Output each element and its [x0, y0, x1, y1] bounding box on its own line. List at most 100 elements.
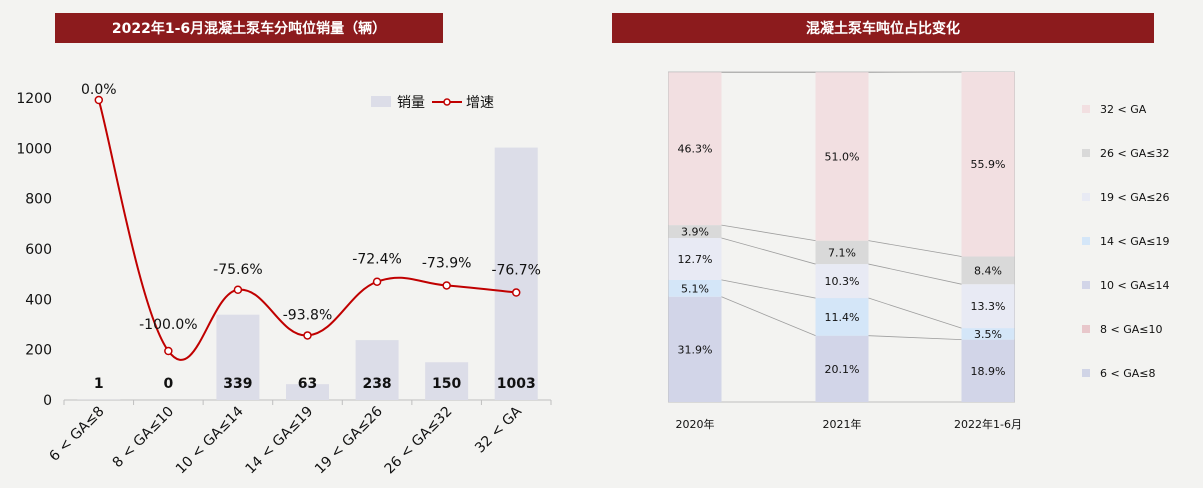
x-tick-label: 10 < GA≤14 — [173, 403, 247, 477]
stack-segment — [668, 237, 722, 280]
series-connector-line — [721, 224, 816, 242]
legend-swatch — [1082, 193, 1090, 201]
stack-value-label: 3.5% — [974, 328, 1002, 341]
stack-value-label: 8.4% — [974, 264, 1002, 277]
legend-label-growth: 增速 — [466, 95, 494, 111]
x-tick-label: 19 < GA≤26 — [312, 403, 386, 477]
y-tick-label: 1200 — [16, 91, 52, 107]
growth-value-label: -93.8% — [283, 307, 333, 323]
legend-swatch — [1082, 281, 1090, 289]
legend-label: 19 < GA≤26 — [1100, 191, 1169, 204]
stack-segment — [961, 284, 1015, 329]
bar-value-label: 339 — [223, 376, 252, 392]
growth-value-label: 0.0% — [81, 82, 117, 98]
legend-swatch — [1082, 149, 1090, 157]
growth-point — [303, 331, 312, 340]
growth-point — [233, 285, 243, 295]
legend-label: 32 < GA — [1100, 103, 1147, 116]
legend-label: 6 < GA≤8 — [1100, 367, 1155, 380]
stack-segment — [961, 72, 1015, 257]
stack-segment — [815, 298, 869, 336]
x-tick-label: 2021年 — [823, 417, 862, 431]
bar — [425, 362, 469, 400]
bar — [494, 147, 538, 400]
series-connector-line — [721, 237, 816, 265]
legend-label: 26 < GA≤32 — [1100, 147, 1169, 160]
stack-segment — [815, 264, 869, 299]
growth-value-label: -75.6% — [213, 262, 263, 278]
legend-label: 10 < GA≤14 — [1100, 279, 1169, 292]
y-tick-label: 800 — [25, 192, 52, 208]
stack-segment — [668, 72, 722, 226]
legend-label: 8 < GA≤10 — [1100, 323, 1162, 336]
bar-value-label: 1003 — [497, 376, 536, 392]
y-tick-label: 1000 — [16, 141, 52, 157]
legend-marker-growth — [443, 98, 451, 106]
stack-value-label: 46.3% — [678, 143, 713, 156]
growth-value-label: -100.0% — [139, 317, 197, 333]
x-tick-label: 2022年1-6月 — [954, 417, 1022, 431]
x-tick-label: 26 < GA≤32 — [382, 404, 456, 478]
growth-point — [372, 277, 382, 286]
stack-value-label: 10.3% — [825, 275, 860, 288]
bar-value-label: 238 — [362, 376, 391, 392]
growth-point — [511, 288, 521, 297]
stack-segment — [668, 225, 722, 238]
stack-segment — [668, 296, 722, 402]
stack-value-label: 11.4% — [825, 311, 860, 324]
legend-swatch — [1082, 325, 1090, 333]
bar-value-label: 1 — [94, 376, 104, 392]
bar-value-label: 150 — [432, 376, 461, 392]
stack-segment — [815, 335, 869, 402]
series-connector-line — [868, 335, 962, 341]
growth-value-label: -72.4% — [352, 252, 402, 268]
stack-value-label: 3.9% — [681, 226, 709, 239]
stack-value-label: 12.7% — [678, 253, 713, 266]
stack-value-label: 31.9% — [678, 343, 713, 356]
series-connector-line — [721, 296, 816, 337]
stack-value-label: 55.9% — [971, 158, 1006, 171]
stack-segment — [961, 328, 1015, 340]
bar — [286, 384, 329, 400]
legend-label-sales: 销量 — [397, 95, 425, 111]
stack-value-label: 13.3% — [971, 300, 1006, 313]
right-chart-title: 混凝土泵车吨位占比变化 — [612, 13, 1154, 43]
y-tick-label: 200 — [25, 343, 52, 359]
x-tick-label: 2020年 — [676, 417, 715, 431]
growth-value-label: -73.9% — [422, 255, 472, 271]
stack-value-label: 20.1% — [825, 363, 860, 376]
x-tick-label: 8 < GA≤10 — [110, 404, 178, 472]
stack-segment — [961, 339, 1015, 402]
legend-swatch — [1082, 105, 1090, 113]
growth-value-label: -76.7% — [491, 263, 541, 279]
legend-label: 14 < GA≤19 — [1100, 235, 1169, 248]
stack-value-label: 51.0% — [825, 150, 860, 163]
stack-segment — [815, 240, 869, 265]
bar-value-label: 63 — [298, 376, 317, 392]
legend-swatch — [1082, 237, 1090, 245]
series-connector-line — [868, 240, 962, 257]
y-tick-label: 400 — [25, 292, 52, 308]
stack-segment — [961, 256, 1015, 285]
x-tick-label: 6 < GA≤8 — [46, 404, 107, 465]
growth-line — [97, 99, 517, 361]
series-connector-line — [721, 279, 816, 299]
growth-point — [442, 281, 451, 290]
stack-value-label: 7.1% — [828, 246, 856, 259]
series-connector-line — [868, 263, 962, 285]
growth-point — [94, 95, 104, 105]
legend-swatch — [1082, 369, 1090, 377]
y-tick-label: 0 — [43, 393, 52, 409]
y-tick-label: 600 — [25, 242, 52, 258]
legend-swatch-sales — [371, 96, 391, 107]
bar — [355, 340, 399, 400]
x-tick-label: 14 < GA≤19 — [242, 404, 316, 478]
bar-value-label: 0 — [163, 376, 173, 392]
stack-value-label: 5.1% — [681, 282, 709, 295]
stack-segment — [815, 72, 869, 241]
growth-point — [164, 346, 173, 356]
series-connector-line — [868, 297, 962, 329]
bar — [216, 314, 260, 400]
stack-value-label: 18.9% — [971, 365, 1006, 378]
